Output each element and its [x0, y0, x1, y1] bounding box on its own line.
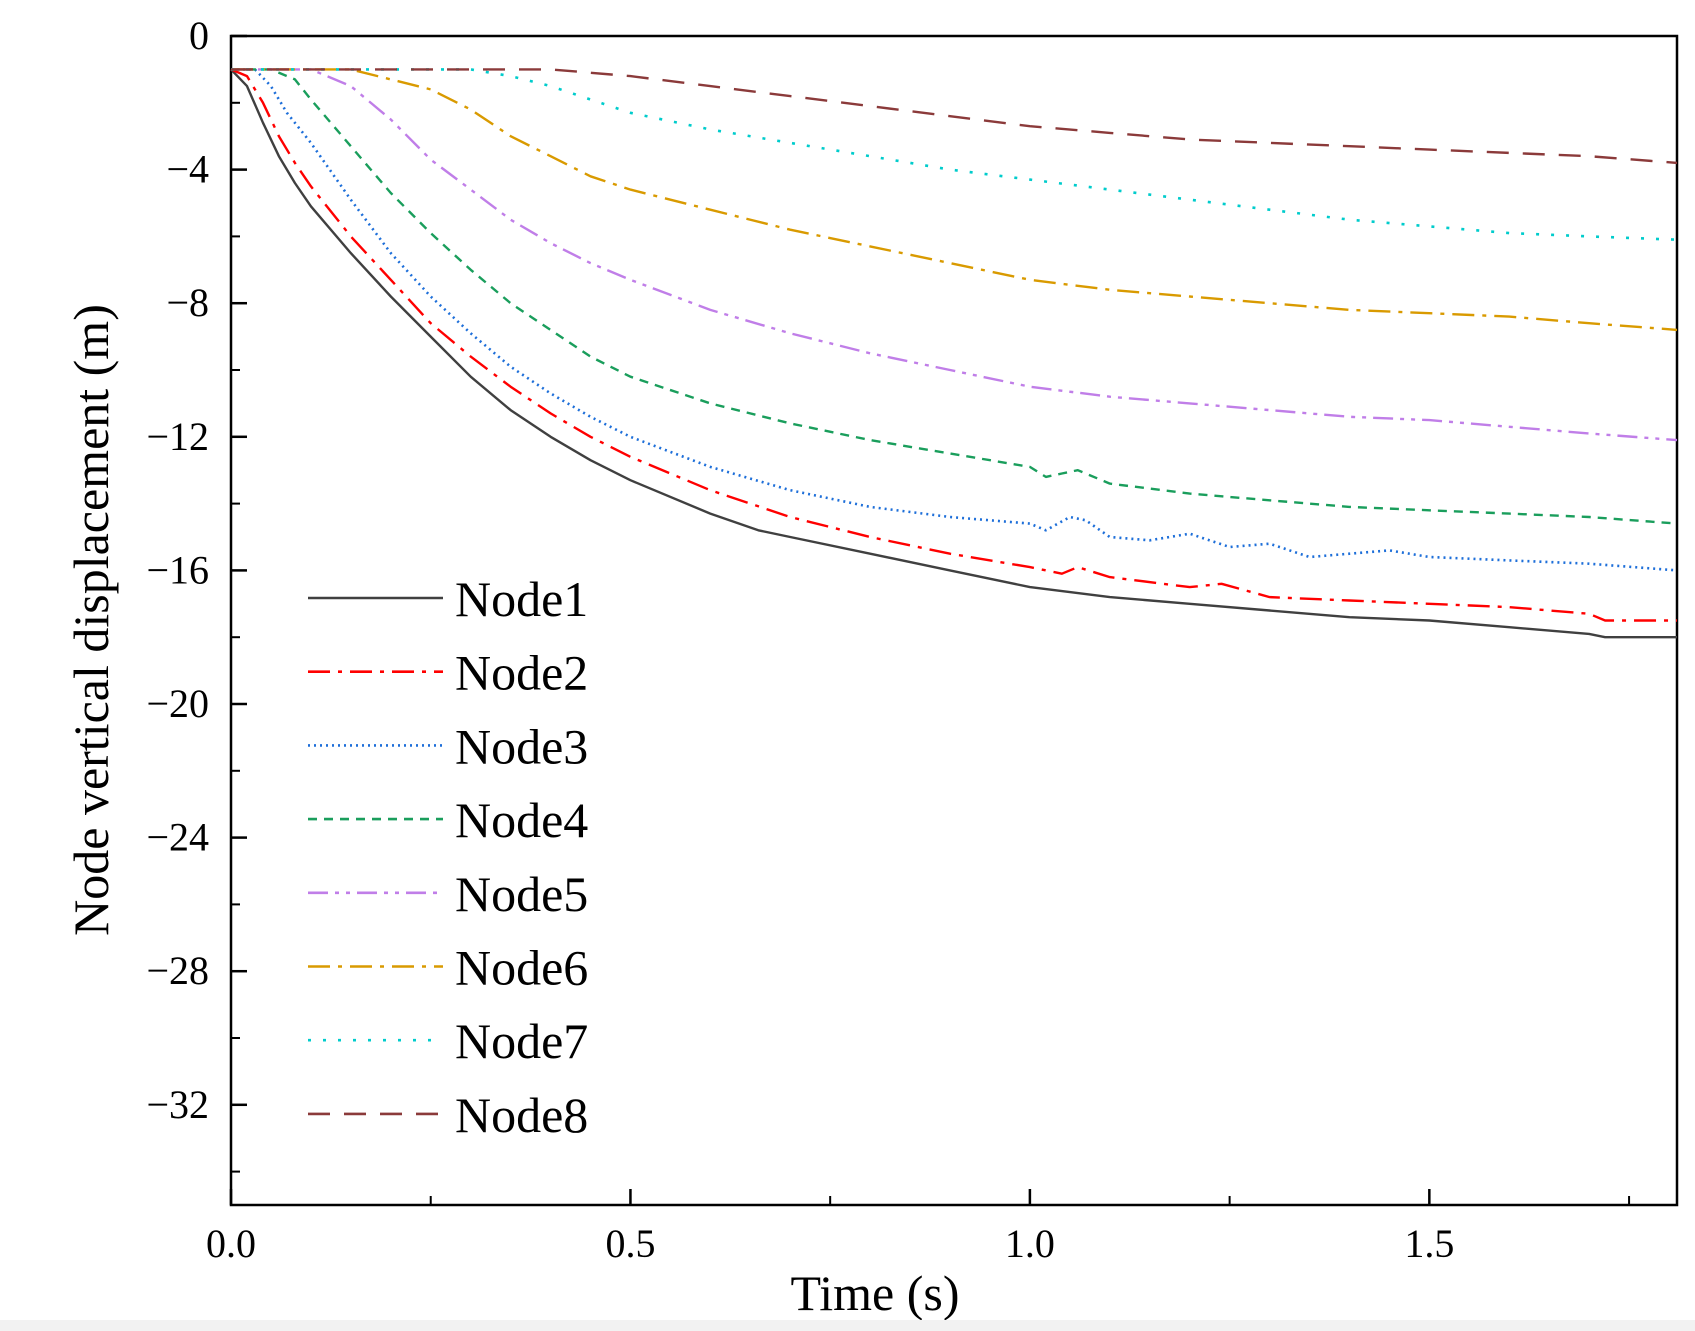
legend-label-node5: Node5: [455, 866, 588, 922]
series-line-node4: [231, 68, 1678, 525]
y-tick-label: −20: [146, 681, 209, 726]
legend-label-node2: Node2: [455, 645, 588, 701]
legend-label-node8: Node8: [455, 1087, 588, 1143]
y-tick-label: −8: [166, 280, 209, 325]
legend-label-node3: Node3: [455, 718, 588, 774]
x-tick-label: 1.0: [1005, 1221, 1055, 1266]
legend-label-node1: Node1: [455, 571, 588, 627]
y-tick-label: −12: [146, 414, 209, 459]
x-tick-label: 0.5: [605, 1221, 655, 1266]
series-line-node8: [231, 68, 1678, 165]
legend-label-node4: Node4: [455, 792, 588, 848]
legend-label-node7: Node7: [455, 1013, 588, 1069]
bottom-bar: [0, 1320, 1695, 1331]
y-tick-label: −24: [146, 815, 209, 860]
y-tick-label: 0: [189, 13, 209, 58]
series-line-node5: [231, 68, 1678, 442]
y-tick-label: −16: [146, 547, 209, 592]
y-tick-label: −32: [146, 1082, 209, 1127]
plot-frame: [229, 34, 1679, 1207]
x-tick-label: 0.0: [206, 1221, 256, 1266]
legend-label-node6: Node6: [455, 940, 588, 996]
series-layer: [230, 68, 1678, 639]
series-line-node1: [230, 68, 1677, 639]
x-axis-title: Time (s): [790, 1265, 959, 1321]
series-line-node6: [231, 68, 1678, 332]
series-line-node3: [231, 68, 1678, 572]
x-tick-label: 1.5: [1404, 1221, 1454, 1266]
series-line-node2: [230, 68, 1677, 622]
series-line-node7: [231, 68, 1678, 241]
ticks-layer: 0.0 0.5 1.0 1.5 0 −4 −8 −12 −16 −20 −24 −28 −32: [146, 13, 1631, 1266]
y-tick-label: −28: [146, 948, 209, 993]
y-tick-label: −4: [166, 147, 209, 192]
plot-border: [229, 34, 1679, 1207]
legend: Node1 Node2 Node3 Node4 Node5 Node6 Node7 Node8: [308, 571, 588, 1143]
y-axis-title: Node vertical displacement (m): [63, 304, 119, 936]
